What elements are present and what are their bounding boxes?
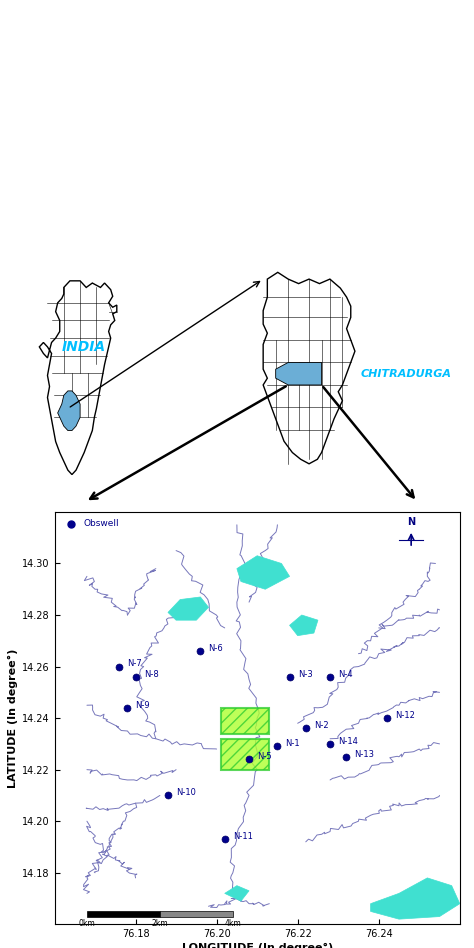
Point <box>326 737 334 752</box>
Bar <box>221 738 269 770</box>
Text: N-3: N-3 <box>298 670 312 679</box>
Text: N-13: N-13 <box>355 750 374 758</box>
Polygon shape <box>58 391 80 430</box>
Text: N-1: N-1 <box>285 739 300 748</box>
Bar <box>221 708 269 734</box>
Polygon shape <box>290 615 318 636</box>
Point <box>383 711 391 726</box>
Y-axis label: LATITUDE (In degree°): LATITUDE (In degree°) <box>8 648 18 788</box>
Text: N-7: N-7 <box>128 660 142 668</box>
Polygon shape <box>371 878 460 920</box>
Point <box>221 831 228 847</box>
Text: N-14: N-14 <box>338 737 358 746</box>
Text: CHITRADURGA: CHITRADURGA <box>360 369 451 378</box>
Text: 4km: 4km <box>225 920 241 928</box>
Point <box>124 701 131 716</box>
Text: N-12: N-12 <box>395 711 415 720</box>
Polygon shape <box>276 362 321 385</box>
Point <box>302 720 310 736</box>
X-axis label: LONGITUDE (In degree°): LONGITUDE (In degree°) <box>182 943 333 948</box>
Point <box>286 669 293 684</box>
Point <box>116 659 123 674</box>
Point <box>164 788 172 803</box>
Point <box>245 752 253 767</box>
Polygon shape <box>225 885 249 902</box>
Text: N: N <box>407 518 415 527</box>
Point <box>197 644 204 659</box>
Text: N-8: N-8 <box>144 670 158 679</box>
Text: 2km: 2km <box>152 920 168 928</box>
Polygon shape <box>237 556 290 590</box>
Legend: Obswell: Obswell <box>59 517 122 531</box>
Point <box>343 749 350 764</box>
Text: N-6: N-6 <box>209 644 223 653</box>
Text: N-4: N-4 <box>338 670 353 679</box>
Bar <box>87 911 160 917</box>
Point <box>273 738 281 754</box>
Text: N-9: N-9 <box>136 701 150 710</box>
Bar <box>160 911 233 917</box>
Text: 0km: 0km <box>79 920 95 928</box>
Point <box>132 669 139 684</box>
Polygon shape <box>168 597 209 620</box>
Text: N-10: N-10 <box>176 789 196 797</box>
Text: N-5: N-5 <box>257 753 272 761</box>
Text: N-11: N-11 <box>233 832 253 841</box>
Point <box>326 669 334 684</box>
Text: N-2: N-2 <box>314 721 328 730</box>
Text: INDIA: INDIA <box>62 340 106 354</box>
